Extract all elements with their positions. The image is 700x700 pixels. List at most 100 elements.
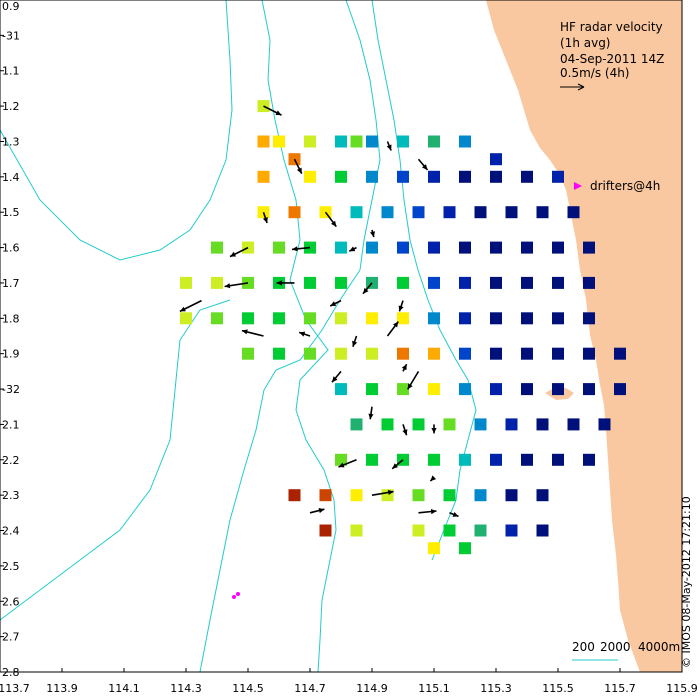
- velocity-cell: [459, 170, 471, 183]
- velocity-cell: [521, 453, 533, 466]
- x-tick-label: 113.9: [46, 682, 78, 695]
- velocity-cell: [552, 383, 564, 396]
- velocity-cell: [397, 241, 409, 254]
- velocity-cell: [459, 347, 471, 360]
- velocity-cell: [614, 347, 626, 360]
- y-tick-label: 2.3: [2, 489, 20, 502]
- legend: HF radar velocity (1h avg) 04-Sep-2011 1…: [560, 20, 680, 661]
- velocity-cell: [459, 542, 471, 555]
- y-tick-label: 2.8: [2, 666, 20, 679]
- velocity-cell: [366, 241, 378, 254]
- velocity-cell: [397, 135, 409, 148]
- velocity-cell: [428, 170, 440, 183]
- velocity-arrows: [179, 105, 459, 518]
- x-tick-label: 114.1: [108, 682, 140, 695]
- velocity-cell: [428, 135, 440, 148]
- y-tick-label: 1.3: [2, 135, 20, 148]
- velocity-cell: [474, 418, 487, 431]
- velocity-arrow: [429, 475, 437, 482]
- velocity-cell: [490, 170, 502, 183]
- velocity-arrow: [449, 512, 459, 518]
- velocity-cell: [257, 135, 270, 148]
- velocity-cell: [459, 312, 471, 325]
- y-tick-label: 2.2: [2, 454, 20, 467]
- velocity-cell: [381, 489, 394, 502]
- velocity-cell: [350, 135, 363, 148]
- velocity-arrow: [329, 299, 342, 307]
- velocity-cell: [459, 241, 471, 254]
- velocity-cell: [273, 135, 285, 148]
- velocity-cell: [257, 170, 270, 183]
- velocity-cell: [397, 312, 409, 325]
- velocity-arrow: [352, 335, 358, 348]
- velocity-arrow: [417, 158, 429, 171]
- velocity-arrow: [224, 282, 249, 289]
- velocity-cell: [443, 206, 456, 219]
- velocity-cell: [180, 312, 192, 325]
- velocity-cell: [366, 453, 378, 466]
- y-tick-label: 1.2: [2, 100, 20, 113]
- velocity-cell: [319, 489, 332, 502]
- velocity-arrow: [348, 246, 357, 252]
- velocity-cell: [304, 135, 316, 148]
- velocity-cell: [428, 347, 440, 360]
- velocity-cell: [443, 489, 456, 502]
- y-tick-label: 1.6: [2, 242, 20, 255]
- y-tick-label: -31: [2, 29, 20, 42]
- velocity-cell: [428, 312, 440, 325]
- land-area: [486, 0, 682, 672]
- y-tick-label: 1.1: [2, 65, 20, 78]
- velocity-cell: [242, 312, 254, 325]
- velocity-arrow: [386, 321, 399, 337]
- velocity-arrow: [262, 211, 268, 224]
- velocity-cell: [428, 383, 440, 396]
- velocity-cell: [304, 170, 316, 183]
- velocity-cell: [288, 206, 301, 219]
- velocity-cell: [505, 524, 518, 537]
- velocity-cell: [567, 418, 580, 431]
- y-tick-label: 2.7: [2, 631, 20, 644]
- drifter-track: [232, 592, 240, 599]
- velocity-arrow: [362, 282, 373, 295]
- velocity-cell: [521, 276, 533, 289]
- x-tick-label: 114.9: [356, 682, 388, 695]
- x-tick-label: 114.3: [170, 682, 202, 695]
- velocity-arrow: [324, 211, 337, 228]
- x-tick-label: 114.5: [232, 682, 264, 695]
- velocity-cell: [505, 418, 518, 431]
- velocity-cell: [397, 276, 409, 289]
- legend-timestamp: 04-Sep-2011 14Z: [560, 52, 664, 66]
- velocity-cell: [490, 453, 502, 466]
- velocity-cell: [366, 312, 378, 325]
- velocity-cell: [412, 524, 425, 537]
- y-axis: 0.9 -31 1.1 1.2 1.3 1.4 1.5 1.6 1.7 1.8 1.9 -32 2.1 2…: [0, 0, 20, 679]
- velocity-cell: [459, 276, 471, 289]
- velocity-cell: [583, 276, 595, 289]
- velocity-cell: [536, 206, 549, 219]
- velocity-cell: [381, 418, 394, 431]
- velocity-cell: [552, 241, 564, 254]
- velocity-arrow: [371, 489, 394, 496]
- x-tick-label: 115.1: [418, 682, 450, 695]
- velocity-cell: [505, 206, 518, 219]
- y-tick-label: 1.5: [2, 206, 20, 219]
- velocity-cell: [490, 383, 502, 396]
- velocity-cell: [505, 489, 518, 502]
- velocity-arrow: [309, 508, 325, 514]
- velocity-arrow: [368, 406, 374, 420]
- velocity-cell: [474, 524, 487, 537]
- velocity-cell: [397, 383, 409, 396]
- velocity-cell: [521, 170, 533, 183]
- contour-legend-200: 200: [572, 640, 595, 654]
- velocity-cell: [304, 276, 316, 289]
- legend-title: HF radar velocity: [560, 20, 663, 34]
- velocity-cell: [350, 418, 363, 431]
- velocity-cell: [273, 241, 285, 254]
- x-tick-label: 115.7: [604, 682, 636, 695]
- velocity-cell: [319, 524, 332, 537]
- y-tick-label: 0.9: [2, 0, 20, 13]
- velocity-cell: [567, 206, 580, 219]
- velocity-cell: [583, 383, 595, 396]
- y-tick-label: 2.4: [2, 525, 20, 538]
